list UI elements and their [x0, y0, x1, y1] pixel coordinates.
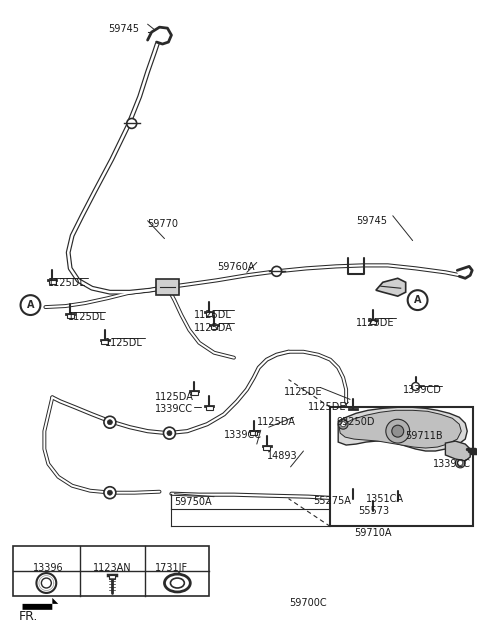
Bar	[370, 320, 376, 324]
Text: 1125DL: 1125DL	[48, 278, 86, 288]
Text: 59770: 59770	[148, 218, 179, 229]
Text: 59760A: 59760A	[217, 262, 254, 272]
Text: 55573: 55573	[358, 505, 389, 516]
Bar	[251, 431, 257, 435]
Text: 14893: 14893	[267, 451, 297, 461]
Circle shape	[458, 460, 463, 465]
Polygon shape	[339, 410, 461, 448]
Circle shape	[412, 382, 420, 391]
Circle shape	[21, 295, 40, 315]
Text: 1339CC: 1339CC	[432, 459, 470, 469]
Text: A: A	[414, 295, 421, 305]
Polygon shape	[23, 598, 58, 610]
Circle shape	[392, 425, 404, 437]
Text: 1123AN: 1123AN	[93, 563, 131, 573]
Bar	[156, 279, 180, 295]
Polygon shape	[148, 27, 171, 44]
Text: 59745: 59745	[108, 24, 139, 34]
Circle shape	[167, 431, 172, 436]
Text: 93250D: 93250D	[336, 417, 375, 427]
Text: FR.: FR.	[19, 610, 38, 623]
Ellipse shape	[165, 574, 190, 592]
Text: 1339CC: 1339CC	[224, 430, 262, 440]
Text: 59711B: 59711B	[406, 431, 444, 441]
Text: 59700C: 59700C	[289, 598, 327, 608]
Bar	[191, 391, 198, 396]
Polygon shape	[376, 278, 406, 296]
Polygon shape	[457, 266, 472, 278]
Circle shape	[386, 419, 409, 443]
Circle shape	[104, 487, 116, 498]
Circle shape	[338, 419, 348, 429]
Ellipse shape	[170, 578, 184, 588]
Circle shape	[108, 420, 112, 425]
Bar	[67, 314, 73, 318]
Circle shape	[456, 458, 465, 468]
Text: A: A	[27, 300, 34, 310]
Text: 59750A: 59750A	[174, 497, 212, 507]
Text: 59745: 59745	[356, 216, 387, 226]
Bar	[12, 546, 209, 596]
Text: 1125DL: 1125DL	[68, 312, 106, 322]
Text: 1339CD: 1339CD	[403, 385, 442, 394]
Circle shape	[104, 417, 116, 428]
Polygon shape	[338, 407, 467, 451]
Circle shape	[127, 119, 137, 128]
Text: 1125DL: 1125DL	[105, 338, 143, 348]
Text: 1125DL: 1125DL	[194, 310, 232, 320]
Text: 1351CA: 1351CA	[366, 493, 404, 504]
Text: 59710A: 59710A	[354, 528, 392, 538]
Text: 1125DE: 1125DE	[284, 387, 322, 398]
Text: 55275A: 55275A	[313, 496, 351, 505]
Circle shape	[372, 496, 384, 507]
Bar	[101, 340, 108, 344]
Bar	[263, 446, 270, 450]
Circle shape	[164, 427, 175, 439]
Circle shape	[375, 499, 380, 504]
Circle shape	[341, 422, 346, 427]
Circle shape	[108, 490, 112, 495]
Circle shape	[36, 573, 56, 593]
Text: 1125DA: 1125DA	[155, 392, 193, 403]
Text: 1731JF: 1731JF	[155, 563, 188, 573]
Text: 1125DA: 1125DA	[257, 417, 296, 427]
Circle shape	[408, 290, 428, 310]
Text: 1125DA: 1125DA	[194, 323, 233, 333]
Circle shape	[41, 578, 51, 588]
Bar	[206, 312, 212, 316]
Text: 1125DE: 1125DE	[356, 318, 395, 328]
Bar	[109, 575, 115, 579]
Bar	[205, 406, 213, 410]
Bar	[211, 325, 217, 329]
Text: 1339CC: 1339CC	[155, 404, 192, 415]
Polygon shape	[445, 441, 470, 461]
Text: 13396: 13396	[33, 563, 64, 573]
Circle shape	[272, 266, 282, 276]
Bar	[49, 280, 56, 284]
Text: 1125DE: 1125DE	[309, 403, 347, 412]
Bar	[330, 407, 473, 526]
